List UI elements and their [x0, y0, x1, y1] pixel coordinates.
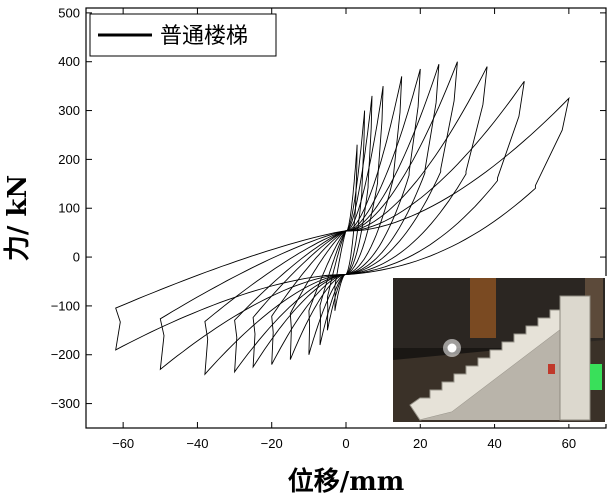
series-普通楼梯	[115, 61, 570, 376]
y-tick-label: −200	[51, 347, 80, 362]
photo-stair-side	[420, 330, 560, 420]
photo-lamp	[447, 343, 457, 353]
hysteresis-loop	[319, 95, 373, 346]
y-tick-label: −100	[51, 298, 80, 313]
inset-photo	[391, 276, 607, 424]
hysteresis-loop	[115, 96, 570, 351]
legend-label: 普通楼梯	[160, 24, 248, 49]
x-tick-label: 0	[342, 436, 349, 451]
hysteresis-loop	[204, 66, 488, 376]
x-axis-ticks: −60 −40 −20 0 20 40 60	[112, 8, 576, 451]
x-tick-label: 60	[562, 436, 576, 451]
hysteresis-loop	[271, 68, 421, 365]
photo-column	[470, 278, 496, 338]
y-tick-label: 300	[58, 103, 80, 118]
x-tick-label: −40	[186, 436, 208, 451]
x-tick-label: 40	[487, 436, 501, 451]
hysteresis-loop	[308, 86, 384, 355]
photo-green-sign	[590, 364, 602, 390]
hysteresis-loop	[326, 110, 366, 331]
y-tick-label: 400	[58, 54, 80, 69]
y-tick-label: 500	[58, 5, 80, 20]
y-tick-label: 100	[58, 201, 80, 216]
photo-red-object	[548, 364, 555, 374]
y-tick-label: −300	[51, 396, 80, 411]
x-tick-label: −60	[112, 436, 134, 451]
x-tick-label: −20	[261, 436, 283, 451]
hysteresis-loop	[159, 81, 525, 371]
photo-stair-tower	[559, 295, 591, 421]
y-tick-label: 200	[58, 152, 80, 167]
y-tick-label: 0	[73, 250, 80, 265]
x-tick-label: 20	[413, 436, 427, 451]
legend: 普通楼梯	[89, 13, 277, 57]
y-axis-ticks: −300 −200 −100 0 100 200 300 400 500	[51, 5, 606, 411]
y-axis-title: 力/ kN	[3, 175, 33, 261]
hysteresis-loop	[289, 76, 403, 360]
hysteresis-loop	[252, 64, 440, 369]
x-axis-title: 位移/mm	[288, 466, 405, 497]
hysteresis-loop	[234, 61, 458, 374]
